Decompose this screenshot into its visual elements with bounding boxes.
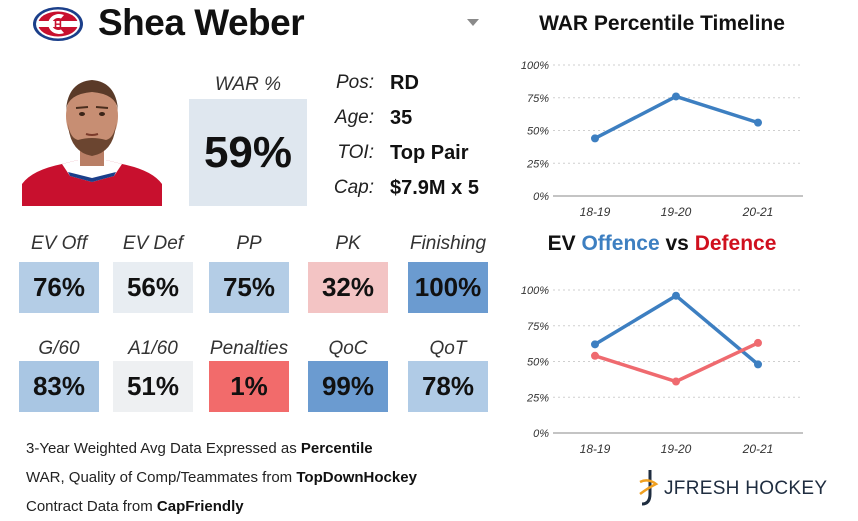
data-point-war <box>591 134 599 143</box>
stat-label: QoC <box>328 338 368 359</box>
player-name: Shea Weber <box>98 2 305 43</box>
stat-box-g60: 83% <box>19 361 99 412</box>
data-point-defence <box>754 338 762 347</box>
data-point-war <box>672 92 680 101</box>
cap-label: Cap: <box>333 177 374 198</box>
footer-line-1: 3-Year Weighted Avg Data Expressed as Pe… <box>26 440 373 457</box>
series-line-war <box>594 94 759 140</box>
x-tick-label: 19-20 <box>661 442 692 456</box>
y-tick-label: 75% <box>527 321 549 333</box>
cap-value: $7.9M x 5 <box>390 177 479 199</box>
footer-line-2: WAR, Quality of Comp/Teammates from TopD… <box>26 469 417 486</box>
war-label: WAR % <box>214 74 282 95</box>
stat-label: QoT <box>429 338 467 359</box>
ev-offence-defence-chart: 100% 75% 50% 25% 0% 18-19 19-20 20-21 <box>521 285 803 456</box>
toi-value: Top Pair <box>390 142 469 164</box>
stat-label: A1/60 <box>128 338 178 359</box>
y-tick-label: 0% <box>533 428 549 440</box>
toi-label: TOI: <box>337 142 374 163</box>
age-label: Age: <box>334 107 374 128</box>
player-photo <box>22 66 162 206</box>
svg-text:H: H <box>54 19 62 31</box>
x-tick-label: 19-20 <box>661 205 692 219</box>
stat-box-a160: 51% <box>113 361 193 412</box>
brand-name: JFRESH HOCKEY <box>664 478 828 499</box>
dropdown-arrow-icon[interactable] <box>467 19 479 27</box>
y-tick-label: 25% <box>526 158 549 170</box>
y-tick-label: 100% <box>521 60 549 72</box>
x-tick-label: 18-19 <box>580 205 611 219</box>
stat-box-qot: 78% <box>408 361 488 412</box>
series-line-defence <box>594 341 759 384</box>
y-tick-label: 75% <box>527 93 549 105</box>
stat-box-ev-def: 56% <box>113 262 193 313</box>
footer-bold-1: Percentile <box>300 440 373 457</box>
y-tick-label: 50% <box>527 126 549 138</box>
title-defence: Defence <box>694 232 777 255</box>
x-tick-label: 20-21 <box>742 442 774 456</box>
stat-box-qoc: 99% <box>308 361 388 412</box>
y-tick-label: 25% <box>526 392 549 404</box>
war-timeline-chart: 100% 75% 50% 25% 0% 18-19 19-20 20-21 <box>521 60 803 219</box>
canadiens-logo-icon: H <box>33 7 83 41</box>
footer-line-3: Contract Data from CapFriendly <box>26 498 244 515</box>
data-point-offence <box>591 340 599 349</box>
stat-label: PP <box>236 233 262 254</box>
x-tick-label: 18-19 <box>580 442 611 456</box>
pos-label: Pos: <box>335 72 374 93</box>
y-tick-label: 0% <box>533 191 549 203</box>
stat-box-penalties: 1% <box>209 361 289 412</box>
stat-label: EV Off <box>31 233 87 254</box>
stat-label: EV Def <box>122 233 184 254</box>
stat-label: PK <box>335 233 361 254</box>
data-point-offence <box>754 360 762 369</box>
jfresh-logo-icon <box>639 470 659 506</box>
data-point-defence <box>672 377 680 386</box>
stat-label: G/60 <box>38 338 80 359</box>
stat-box-finishing: 100% <box>408 262 488 313</box>
stat-box-pk: 32% <box>308 262 388 313</box>
stat-box-pp: 75% <box>209 262 289 313</box>
data-point-defence <box>591 351 599 360</box>
stat-box-ev-off: 76% <box>19 262 99 313</box>
data-point-offence <box>672 291 680 300</box>
stat-label: Penalties <box>209 338 289 359</box>
y-tick-label: 50% <box>527 357 549 369</box>
footer-bold-2: TopDownHockey <box>296 469 417 486</box>
data-point-war <box>754 118 762 127</box>
pos-value: RD <box>390 72 419 94</box>
war-value: 59% <box>189 99 307 206</box>
stat-label: Finishing <box>409 233 487 254</box>
chart-title-war: WAR Percentile Timeline <box>539 12 785 35</box>
x-tick-label: 20-21 <box>742 205 774 219</box>
y-tick-label: 100% <box>521 285 549 297</box>
age-value: 35 <box>390 107 413 129</box>
footer-bold-3: CapFriendly <box>156 498 244 515</box>
chart-title-ev: EV Offence vs Defence <box>547 232 777 255</box>
title-offence: Offence <box>581 232 660 255</box>
